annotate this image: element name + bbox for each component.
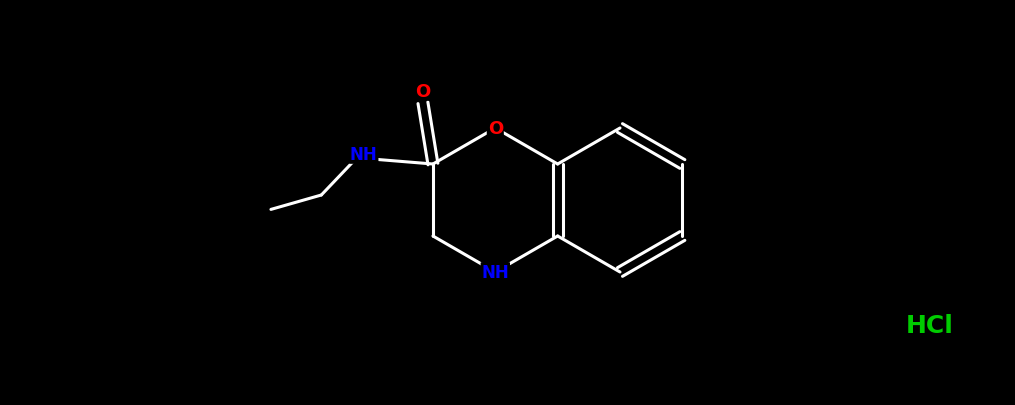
Text: NH: NH <box>481 263 510 281</box>
Text: HCl: HCl <box>906 313 954 337</box>
Text: O: O <box>415 83 430 100</box>
Text: O: O <box>487 120 502 138</box>
Text: NH: NH <box>350 146 378 164</box>
